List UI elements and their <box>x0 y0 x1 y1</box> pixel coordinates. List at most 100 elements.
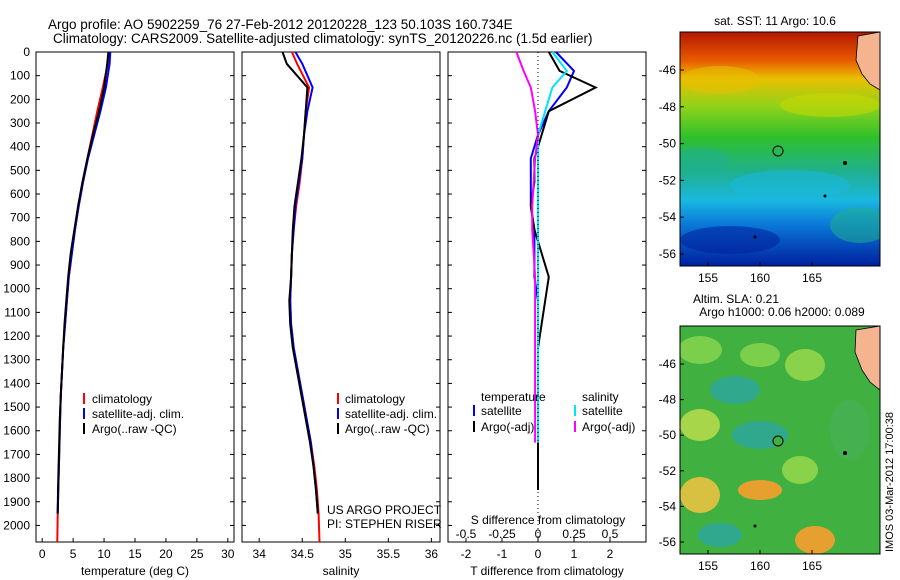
sal-x-tick-label: 34 <box>253 547 267 561</box>
map-lat-label: -50 <box>659 137 677 151</box>
diff-x-tick-label: -1 <box>497 547 508 561</box>
series-line <box>281 51 319 514</box>
diff-top-tick-label: 0 <box>535 527 542 541</box>
sla-map-title-2: Argo h1000: 0.06 h2000: 0.089 <box>699 305 865 319</box>
temp-x-tick-label: 0 <box>39 547 46 561</box>
depth-axis: 0 100 200 300 400 500 600 700 800 900 1000 1100 1200… <box>3 45 30 532</box>
sal-legend-sat: satellite-adj. clim. <box>345 407 437 421</box>
temp-legend-clim: climatology <box>92 392 152 406</box>
diff-x-tick-label: 2 <box>607 547 614 561</box>
temperature-legend: climatology satellite-adj. clim. Argo(..… <box>83 392 184 436</box>
map-lat-label: -48 <box>659 100 677 114</box>
depth-tick-label: 1900 <box>3 495 30 509</box>
depth-tick-label: 0 <box>23 45 30 59</box>
temperature-xlabel: temperature (deg C) <box>81 564 189 578</box>
map-lat-label: -56 <box>659 247 677 261</box>
diff-legend-t-title: temperature <box>481 390 546 404</box>
salinity-panel <box>241 51 441 543</box>
series-line <box>537 51 569 443</box>
difference-legend: temperature satellite Argo(-adj) salinit… <box>473 390 635 434</box>
axis-ticks: 0 5 10 15 20 25 30 34 34.5 35 35.5 36 -2 -1 0 1 2 -0.5 -0.… <box>36 51 646 561</box>
sla-map-axes: -46 -48 -50 -52 -54 -56 155 160 165 <box>659 357 823 573</box>
sal-x-tick-label: 36 <box>425 547 439 561</box>
map-lon-label: 155 <box>698 559 718 573</box>
diff-legend-s-argo: Argo(-adj) <box>582 420 635 434</box>
map-lon-label: 155 <box>698 271 718 285</box>
depth-tick-label: 1400 <box>3 376 30 390</box>
depth-tick-label: 600 <box>10 187 30 201</box>
depth-tick-label: 900 <box>10 258 30 272</box>
sal-x-tick-label: 35.5 <box>377 547 401 561</box>
diff-legend-t-sat: satellite <box>481 404 522 418</box>
pi-label: PI: STEPHEN RISER <box>327 517 442 531</box>
series-line <box>56 51 110 514</box>
depth-tick-label: 100 <box>10 69 30 83</box>
depth-tick-label: 2000 <box>3 518 30 532</box>
depth-tick-label: 700 <box>10 211 30 225</box>
diff-legend-s-sat: satellite <box>582 404 623 418</box>
temp-x-tick-label: 25 <box>190 547 204 561</box>
map-lat-label: -56 <box>659 535 677 549</box>
temp-x-tick-label: 30 <box>221 547 235 561</box>
temp-x-tick-label: 10 <box>97 547 111 561</box>
depth-tick-label: 400 <box>10 140 30 154</box>
sal-x-tick-label: 35 <box>339 547 353 561</box>
diff-legend-t-argo: Argo(-adj) <box>481 420 534 434</box>
s-difference-label: S difference from climatology <box>471 513 626 527</box>
temp-legend-argo: Argo(..raw -QC) <box>92 422 177 436</box>
salinity-legend: climatology satellite-adj. clim. Argo(..… <box>337 392 437 436</box>
sst-map-title: sat. SST: 11 Argo: 10.6 <box>714 14 836 28</box>
sal-legend-argo: Argo(..raw -QC) <box>345 422 430 436</box>
difference-panel <box>447 51 647 543</box>
diff-top-tick-label: 0.25 <box>562 527 586 541</box>
side-stamp: IMOS 03-Mar-2012 17:00:38 <box>884 412 896 552</box>
depth-tick-label: 1800 <box>3 471 30 485</box>
diff-top-tick-label: -0.5 <box>456 527 477 541</box>
map-lat-label: -54 <box>659 499 677 513</box>
temp-x-tick-label: 20 <box>159 547 173 561</box>
map-lat-label: -52 <box>659 464 677 478</box>
map-lat-label: -46 <box>659 357 677 371</box>
sla-map-title-1: Altim. SLA: 0.21 <box>693 292 779 306</box>
depth-tick-label: 200 <box>10 92 30 106</box>
depth-tick-label: 1200 <box>3 329 30 343</box>
diff-x-tick-label: -2 <box>461 547 472 561</box>
temp-x-tick-label: 15 <box>128 547 142 561</box>
depth-tick-label: 1000 <box>3 282 30 296</box>
diff-top-tick-label: 0.5 <box>602 527 619 541</box>
depth-tick-label: 1300 <box>3 353 30 367</box>
difference-xlabel: T difference from climatology <box>470 564 624 578</box>
series-line <box>56 51 112 514</box>
map-lon-label: 160 <box>750 271 770 285</box>
depth-tick-label: 800 <box>10 234 30 248</box>
temp-legend-sat: satellite-adj. clim. <box>92 407 184 421</box>
sla-argo-marker <box>772 435 784 447</box>
map-lat-label: -52 <box>659 173 677 187</box>
map-lat-label: -48 <box>659 393 677 407</box>
series-line <box>56 51 111 543</box>
sst-map <box>679 31 881 267</box>
title-line-2: Climatology: CARS2009. Satellite-adjuste… <box>53 31 593 46</box>
diff-top-tick-label: -0.25 <box>488 527 516 541</box>
diff-x-tick-label: 1 <box>571 547 578 561</box>
depth-tick-label: 300 <box>10 116 30 130</box>
depth-tick-label: 1100 <box>4 305 30 319</box>
diff-x-tick-label: 0 <box>535 547 542 561</box>
depth-tick-label: 500 <box>10 163 30 177</box>
map-lat-label: -54 <box>659 210 677 224</box>
depth-tick-label: 1700 <box>3 447 30 461</box>
title-line-1: Argo profile: AO 5902259_76 27-Feb-2012 … <box>48 17 513 32</box>
project-label: US ARGO PROJECT <box>327 503 442 517</box>
map-lat-label: -50 <box>659 428 677 442</box>
temp-x-tick-label: 5 <box>70 547 77 561</box>
sst-argo-marker <box>772 145 784 157</box>
diff-legend-s-title: salinity <box>582 390 619 404</box>
series-line <box>515 51 540 443</box>
sal-x-tick-label: 34.5 <box>291 547 315 561</box>
profile-curves <box>56 51 598 543</box>
sla-map <box>679 325 881 555</box>
sal-legend-clim: climatology <box>345 392 405 406</box>
map-lon-label: 160 <box>750 559 770 573</box>
depth-tick-label: 1500 <box>3 400 30 414</box>
salinity-xlabel: salinity <box>323 564 360 578</box>
